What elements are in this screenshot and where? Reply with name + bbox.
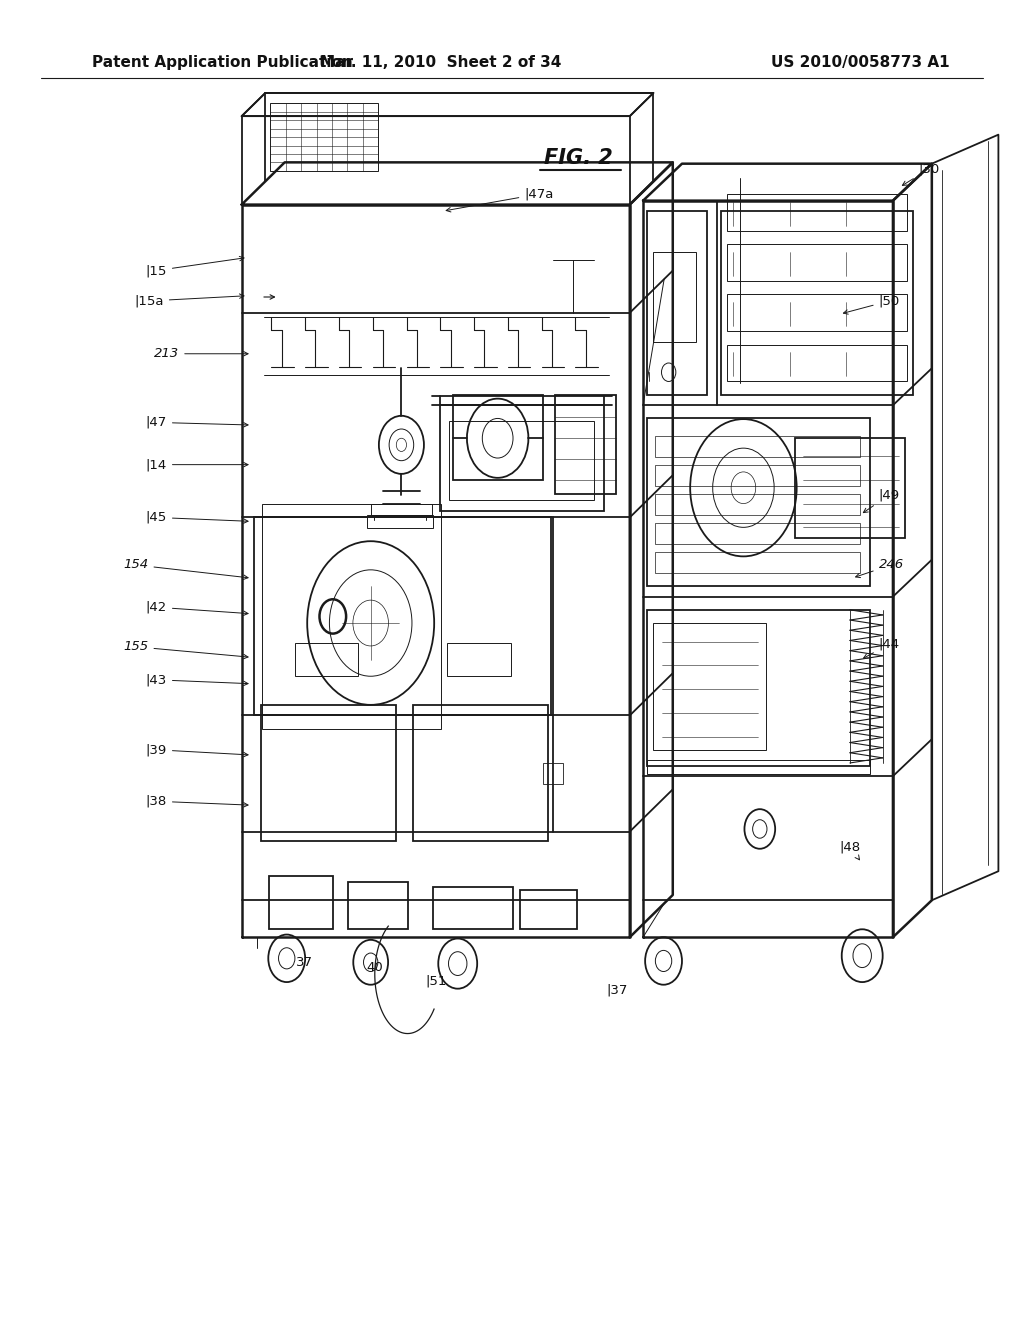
Bar <box>655 494 860 515</box>
Text: |47a: |47a <box>446 187 554 213</box>
Bar <box>655 436 860 457</box>
Bar <box>543 763 563 784</box>
Text: |42: |42 <box>145 601 248 615</box>
Text: |45: |45 <box>145 511 248 524</box>
Bar <box>433 887 513 929</box>
Text: |15: |15 <box>145 256 244 277</box>
Bar <box>371 504 432 515</box>
Bar <box>449 421 594 500</box>
Bar <box>727 194 907 231</box>
Bar <box>653 623 766 750</box>
Bar <box>261 705 396 841</box>
Text: 40: 40 <box>367 961 383 974</box>
Text: US 2010/0058773 A1: US 2010/0058773 A1 <box>771 54 949 70</box>
Text: |43: |43 <box>145 673 248 686</box>
Text: |37: |37 <box>606 983 628 997</box>
Bar <box>520 890 577 929</box>
Bar <box>348 882 408 929</box>
Text: FIG. 2: FIG. 2 <box>544 148 613 169</box>
Bar <box>655 523 860 544</box>
Text: |51: |51 <box>425 974 446 987</box>
Bar <box>295 643 358 676</box>
Text: |38: |38 <box>145 795 248 808</box>
Bar <box>270 103 378 170</box>
Bar <box>647 610 870 766</box>
Bar <box>254 517 551 715</box>
Bar <box>555 395 616 494</box>
Bar <box>647 211 707 395</box>
Text: |14: |14 <box>145 458 248 471</box>
Bar <box>262 504 441 729</box>
Text: 154: 154 <box>123 558 248 579</box>
Text: Patent Application Publication: Patent Application Publication <box>92 54 353 70</box>
Bar <box>447 643 511 676</box>
Bar <box>721 211 913 395</box>
Bar <box>440 405 604 511</box>
Bar <box>727 294 907 331</box>
Text: |30: |30 <box>902 162 940 185</box>
Text: |50: |50 <box>844 294 900 314</box>
Text: 155: 155 <box>123 640 248 659</box>
Bar <box>653 252 696 342</box>
Bar <box>727 345 907 381</box>
Bar <box>655 552 860 573</box>
Text: |47: |47 <box>145 416 248 429</box>
Bar <box>795 438 905 539</box>
Bar <box>269 876 333 929</box>
Text: 213: 213 <box>154 347 248 360</box>
Text: |44: |44 <box>863 638 900 659</box>
Text: |49: |49 <box>863 488 900 512</box>
Text: |48: |48 <box>840 841 861 859</box>
Text: 37: 37 <box>296 956 312 969</box>
Text: |39: |39 <box>145 743 248 756</box>
Bar <box>413 705 548 841</box>
Text: |15a: |15a <box>134 294 244 308</box>
Bar <box>727 244 907 281</box>
Text: Mar. 11, 2010  Sheet 2 of 34: Mar. 11, 2010 Sheet 2 of 34 <box>319 54 561 70</box>
Bar <box>453 395 543 480</box>
Bar <box>647 418 870 586</box>
Text: 246: 246 <box>856 558 904 578</box>
Bar <box>367 515 433 528</box>
Bar <box>647 760 870 774</box>
Bar <box>655 465 860 486</box>
